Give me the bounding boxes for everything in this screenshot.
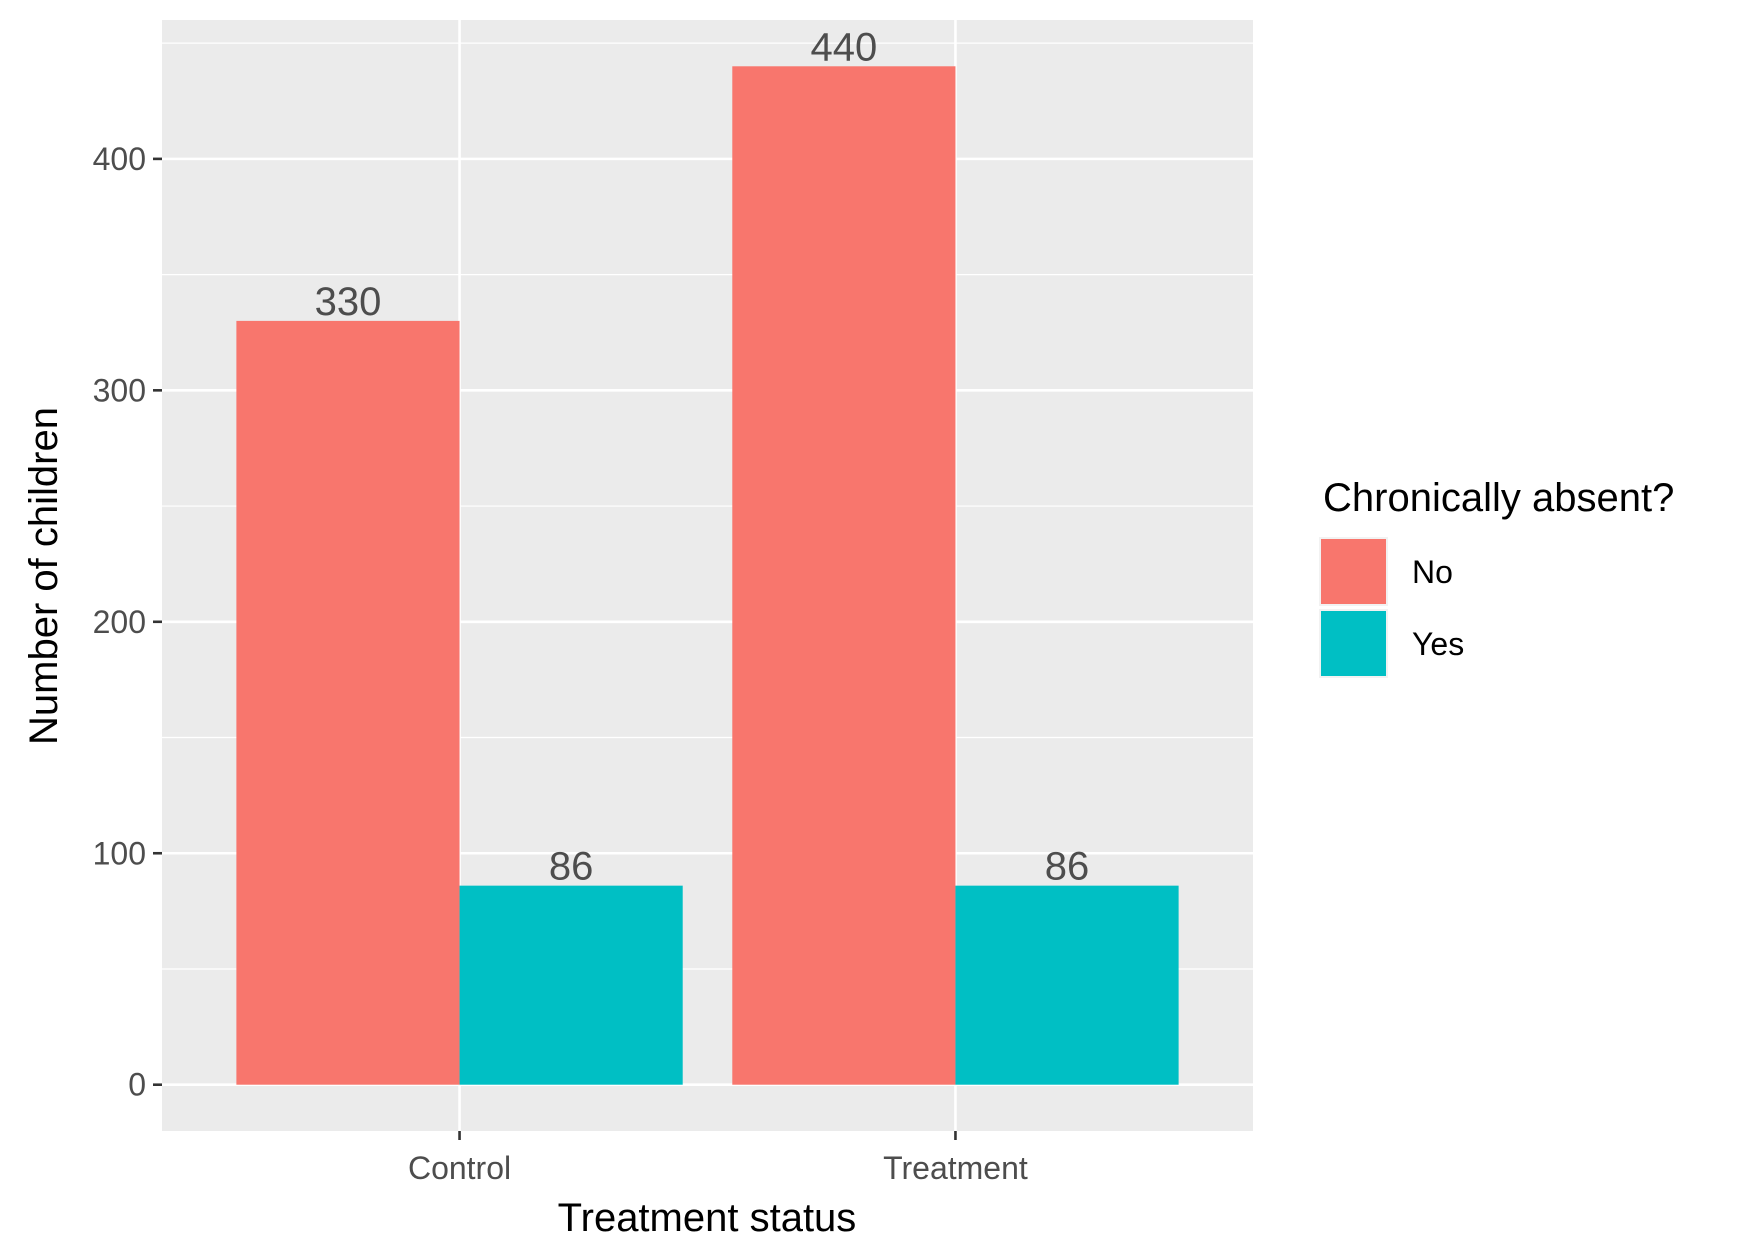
bar-no-treatment: [732, 66, 956, 1085]
y-tick-label: 400: [93, 141, 146, 177]
y-axis: 0 100 200 300 400: [93, 141, 162, 1103]
legend-key-no: [1321, 539, 1386, 604]
bar-value-label: 86: [549, 845, 594, 889]
x-axis-title: Treatment status: [558, 1196, 857, 1240]
legend-label-yes: Yes: [1412, 626, 1464, 662]
y-tick-label: 200: [93, 604, 146, 640]
legend-key-yes: [1321, 611, 1386, 676]
bar-no-control: [236, 320, 460, 1085]
y-tick-label: 0: [128, 1067, 146, 1103]
bar-value-label: 86: [1045, 845, 1090, 889]
bar-yes-control: [459, 885, 683, 1085]
data-labels: 330 86 440 86: [315, 25, 1090, 888]
bar-yes-treatment: [955, 885, 1179, 1085]
bar-value-label: 440: [811, 25, 878, 69]
legend-label-no: No: [1412, 554, 1453, 590]
bars: [236, 66, 1179, 1085]
x-axis: Control Treatment: [408, 1131, 1028, 1186]
x-tick-label: Treatment: [883, 1150, 1028, 1186]
y-tick-label: 100: [93, 835, 146, 871]
legend-title: Chronically absent?: [1323, 476, 1674, 520]
x-tick-label: Control: [408, 1150, 511, 1186]
y-tick-label: 300: [93, 372, 146, 408]
legend: Chronically absent? No Yes: [1319, 476, 1674, 678]
y-axis-title: Number of children: [22, 407, 66, 745]
bar-value-label: 330: [315, 280, 382, 324]
legend-items: No Yes: [1319, 537, 1464, 678]
